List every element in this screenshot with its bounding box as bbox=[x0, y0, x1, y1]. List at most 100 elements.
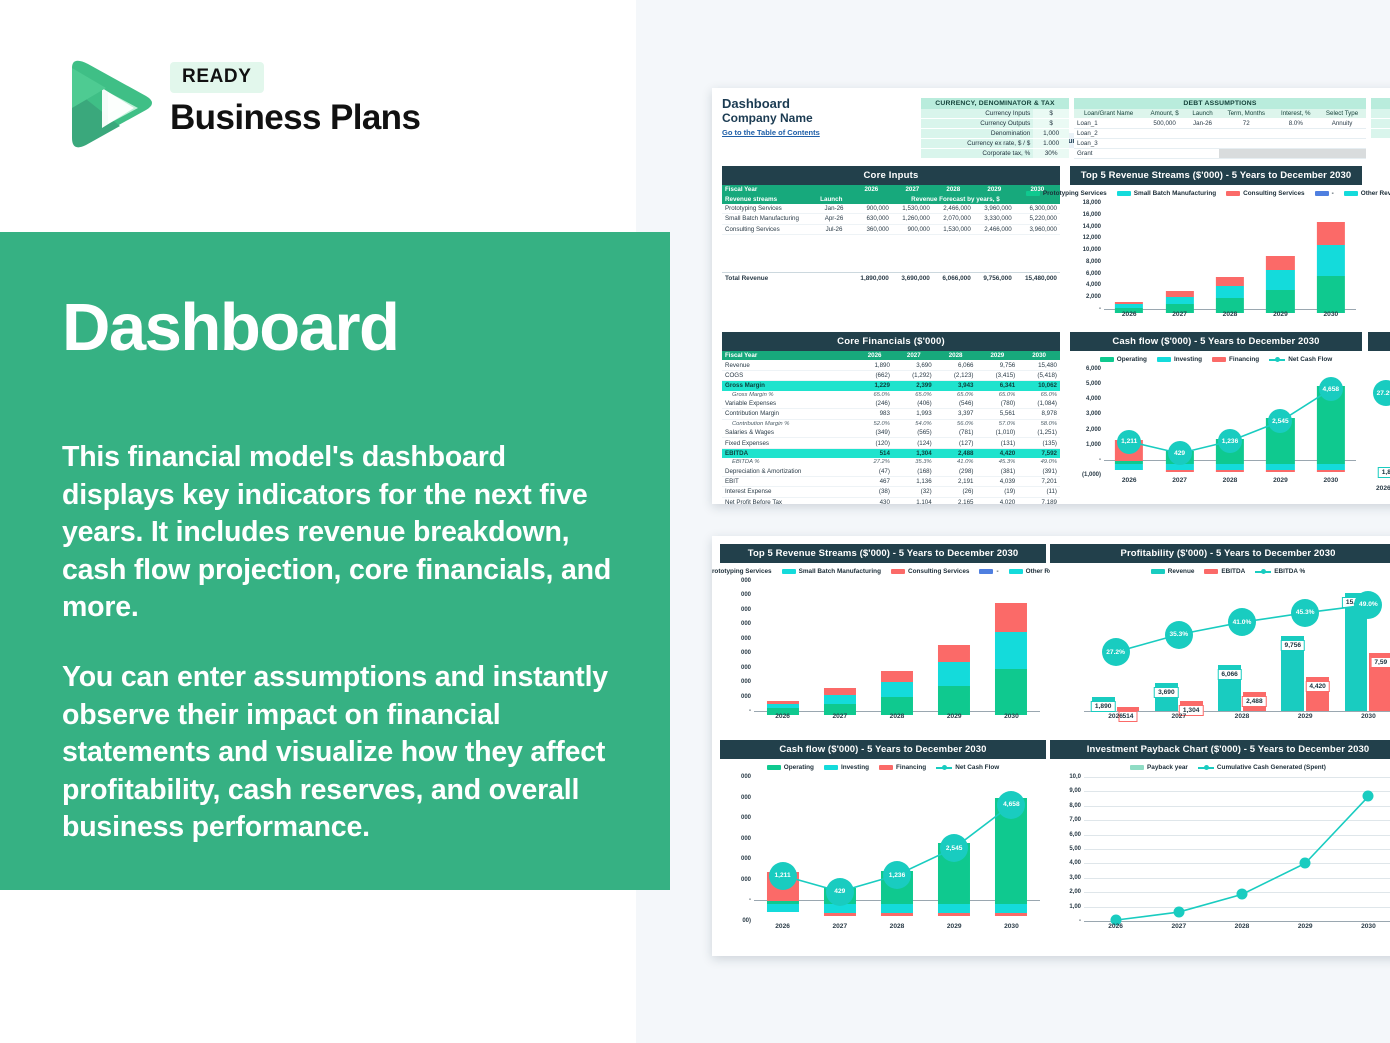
cell-value[interactable]: 2,070,000 bbox=[932, 213, 974, 225]
legend-item[interactable]: Small Batch Manufacturing bbox=[781, 568, 881, 575]
gridline bbox=[1084, 849, 1390, 850]
cell[interactable] bbox=[1143, 148, 1187, 159]
cell[interactable]: 500,000 bbox=[1143, 118, 1187, 129]
x-tick-label: 2029 bbox=[1297, 923, 1313, 930]
cell[interactable] bbox=[1186, 138, 1219, 149]
cell[interactable]: Loan_3 bbox=[1074, 138, 1144, 149]
legend-item[interactable]: EBITDA bbox=[1204, 568, 1245, 575]
year-header: 2029 bbox=[973, 185, 1015, 195]
cell[interactable] bbox=[1318, 148, 1366, 159]
cell[interactable] bbox=[1318, 128, 1366, 139]
cell-value[interactable]: 1,000 bbox=[1033, 128, 1069, 139]
cell[interactable]: 72 bbox=[1219, 118, 1274, 129]
legend-item[interactable]: Financing bbox=[879, 764, 926, 771]
cell-value[interactable]: 900,000 bbox=[891, 224, 933, 235]
table-of-contents-link[interactable]: Go to the Table of Contents bbox=[722, 128, 820, 138]
legend-item[interactable]: Prototyping Services bbox=[1025, 190, 1107, 197]
cell[interactable] bbox=[1219, 128, 1274, 139]
dashboard-sheet-top[interactable]: Dashboard Company Name Go to the Table o… bbox=[712, 88, 1390, 504]
cell-label: Currency ex rate, $ / $ bbox=[921, 138, 1034, 149]
chart-investment-clipped-top[interactable]: Inve 27.2% 1,890 2026 bbox=[1368, 332, 1390, 502]
cell-value[interactable]: $ bbox=[1033, 109, 1069, 119]
bar-segment bbox=[938, 644, 971, 663]
legend-label: Cumulative Cash Generated (Spent) bbox=[1216, 764, 1326, 771]
legend-item[interactable]: - bbox=[1314, 190, 1334, 197]
cell[interactable]: Loan_2 bbox=[1074, 128, 1144, 139]
cell-value[interactable]: 1,530,000 bbox=[891, 203, 933, 215]
cell-value: (168) bbox=[892, 466, 935, 477]
cell-value[interactable]: $ bbox=[1033, 118, 1069, 129]
cell-value[interactable]: 3,960,000 bbox=[973, 203, 1015, 215]
cell[interactable]: Jan-26 bbox=[1186, 118, 1219, 129]
cell-value[interactable]: 1,530,000 bbox=[932, 224, 974, 235]
cell[interactable] bbox=[1273, 138, 1319, 149]
cell-value[interactable]: 360,000 bbox=[850, 224, 892, 235]
legend-item[interactable]: Net Cash Flow bbox=[1269, 356, 1332, 363]
cell[interactable]: Grant bbox=[1074, 148, 1144, 159]
launch-date[interactable]: Jan-26 bbox=[817, 203, 851, 215]
legend-item[interactable]: Other Revenue bbox=[1343, 190, 1390, 197]
cell[interactable]: 8.0% bbox=[1273, 118, 1319, 129]
line-data-bubble: 1,211 bbox=[1117, 429, 1142, 454]
cell[interactable] bbox=[1318, 138, 1366, 149]
cell-value[interactable]: 3,330,000 bbox=[973, 213, 1015, 225]
cell[interactable] bbox=[1186, 148, 1219, 159]
cell[interactable] bbox=[1219, 148, 1274, 159]
cell-value[interactable]: 5,220,000 bbox=[1014, 213, 1060, 225]
legend-item[interactable]: Consulting Services bbox=[1226, 190, 1305, 197]
cell[interactable] bbox=[1143, 128, 1187, 139]
chart-revenue-streams-bottom[interactable]: Top 5 Revenue Streams ($'000) - 5 Years … bbox=[712, 544, 1071, 740]
chart-plot-area: 000 000 000 000 000 000 000 000 000 - 2026 2027 2028… bbox=[720, 577, 1046, 729]
cell-value: 4,020 bbox=[976, 497, 1019, 504]
cell-value[interactable]: 1,260,000 bbox=[891, 213, 933, 225]
total-value: 9,756,000 bbox=[973, 272, 1015, 283]
legend-item[interactable]: - bbox=[979, 568, 999, 575]
cell-value[interactable]: 1.000 bbox=[1033, 138, 1069, 149]
total-value: 1,890,000 bbox=[850, 272, 892, 283]
legend-item[interactable]: Payback year bbox=[1130, 764, 1188, 771]
legend-item[interactable]: Net Cash Flow bbox=[936, 764, 999, 771]
cell[interactable] bbox=[1219, 138, 1274, 149]
chart-cash-flow-top[interactable]: Cash flow ($'000) - 5 Years to December … bbox=[1070, 332, 1362, 502]
legend-item[interactable]: Cumulative Cash Generated (Spent) bbox=[1197, 764, 1326, 771]
legend-item[interactable]: Investing bbox=[1156, 356, 1202, 363]
legend-item[interactable]: Consulting Services bbox=[891, 568, 969, 575]
legend-swatch bbox=[1116, 191, 1131, 196]
cell[interactable] bbox=[1273, 148, 1319, 159]
launch-date[interactable]: Apr-26 bbox=[817, 213, 851, 225]
cell-value[interactable]: 900,000 bbox=[850, 203, 892, 215]
cell[interactable]: Annuity bbox=[1318, 118, 1366, 129]
legend-item[interactable]: Operating bbox=[766, 764, 814, 771]
dashboard-sheet-bottom[interactable]: Top 5 Revenue Streams ($'000) - 5 Years … bbox=[712, 536, 1390, 956]
cell[interactable] bbox=[1273, 128, 1319, 139]
legend-item[interactable]: EBITDA % bbox=[1255, 568, 1305, 575]
launch-date[interactable]: Jul-26 bbox=[817, 224, 851, 235]
cell[interactable] bbox=[1143, 138, 1187, 149]
legend-item[interactable]: Operating bbox=[1099, 356, 1147, 363]
legend-item[interactable]: Investing bbox=[823, 764, 869, 771]
cell-value: 3,397 bbox=[934, 408, 977, 420]
cell[interactable] bbox=[1186, 128, 1219, 139]
legend-item[interactable]: Small Batch Manufacturing bbox=[1116, 190, 1216, 197]
cell-value: (381) bbox=[976, 466, 1019, 477]
bar-segment bbox=[880, 671, 914, 683]
chart-revenue-streams-top[interactable]: Top 5 Revenue Streams ($'000) - 5 Years … bbox=[1025, 166, 1390, 336]
cell-value[interactable]: 30% bbox=[1033, 148, 1069, 159]
cell-value[interactable]: 6,300,000 bbox=[1014, 203, 1060, 215]
cell[interactable]: Loan_1 bbox=[1074, 118, 1144, 129]
trend-line bbox=[782, 803, 1012, 893]
y-tick-label: - bbox=[1099, 456, 1101, 463]
chart-profitability[interactable]: Profitability ($'000) - 5 Years to Decem… bbox=[1050, 544, 1390, 740]
chart-investment-payback[interactable]: Investment Payback Chart ($'000) - 5 Yea… bbox=[1050, 740, 1390, 950]
chart-cash-flow-bottom[interactable]: Cash flow ($'000) - 5 Years to December … bbox=[720, 740, 1046, 950]
legend-item[interactable]: rototyping Services bbox=[712, 568, 772, 575]
cell-value[interactable]: 3,960,000 bbox=[1014, 224, 1060, 235]
legend-label: Small Batch Manufacturing bbox=[798, 568, 881, 575]
cell-value[interactable]: 2,466,000 bbox=[932, 203, 974, 215]
legend-item[interactable]: Revenue bbox=[1150, 568, 1194, 575]
legend-item[interactable]: Other Revenue bbox=[1008, 568, 1071, 575]
cell-value[interactable]: 2,466,000 bbox=[973, 224, 1015, 235]
legend-item[interactable]: Financing bbox=[1212, 356, 1259, 363]
bar-data-label: 3,690 bbox=[1154, 686, 1179, 698]
cell-value[interactable]: 630,000 bbox=[850, 213, 892, 225]
